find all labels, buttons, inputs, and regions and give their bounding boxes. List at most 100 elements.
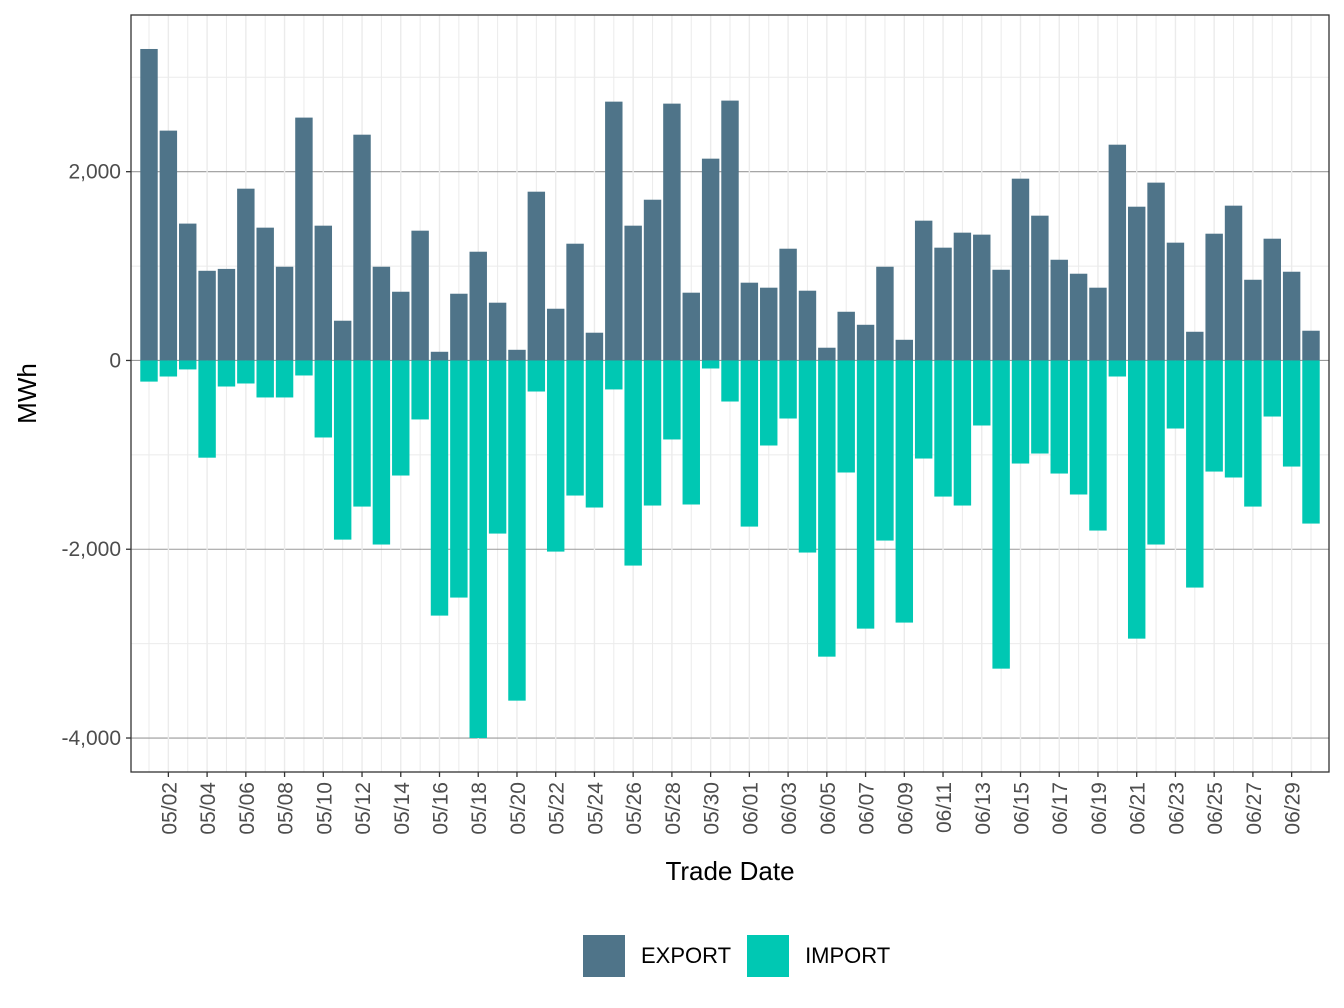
bar-export-05-13 bbox=[372, 266, 391, 361]
legend: EXPORT IMPORT bbox=[583, 935, 906, 977]
bar-import-05-10 bbox=[314, 360, 333, 438]
legend-item-import: IMPORT bbox=[747, 935, 890, 977]
bar-import-06-12 bbox=[953, 360, 972, 506]
bar-export-06-13 bbox=[973, 234, 991, 361]
bar-export-05-08 bbox=[275, 266, 294, 361]
bar-export-06-12 bbox=[953, 232, 972, 361]
bar-export-06-28 bbox=[1263, 238, 1281, 361]
bar-import-06-28 bbox=[1263, 360, 1281, 417]
bar-export-05-09 bbox=[295, 117, 313, 361]
bar-import-05-17 bbox=[450, 360, 468, 598]
bar-import-06-08 bbox=[876, 360, 894, 541]
x-tick-label: 06/09 bbox=[894, 782, 917, 835]
bar-export-06-07 bbox=[856, 324, 875, 361]
bar-export-05-11 bbox=[333, 320, 352, 361]
bar-export-06-26 bbox=[1224, 205, 1243, 361]
bar-import-06-04 bbox=[798, 360, 817, 553]
y-tick-label: -4,000 bbox=[61, 727, 121, 750]
x-tick-label: 05/16 bbox=[430, 782, 453, 835]
x-tick-label: 05/30 bbox=[701, 782, 724, 835]
legend-swatch-import bbox=[747, 935, 790, 977]
bar-import-06-22 bbox=[1147, 360, 1165, 545]
x-tick-label: 06/27 bbox=[1243, 782, 1266, 835]
bars bbox=[140, 48, 1320, 739]
bar-import-06-02 bbox=[760, 360, 778, 446]
bar-import-06-07 bbox=[856, 360, 875, 629]
x-tick-label: 05/26 bbox=[623, 782, 646, 835]
bar-export-05-03 bbox=[179, 223, 197, 361]
bar-export-05-29 bbox=[682, 292, 700, 361]
x-tick-label: 06/23 bbox=[1165, 782, 1188, 835]
bar-import-05-28 bbox=[663, 360, 681, 440]
bar-export-05-16 bbox=[430, 351, 449, 361]
bar-import-05-16 bbox=[430, 360, 449, 616]
bar-export-05-04 bbox=[198, 270, 216, 361]
bar-export-05-31 bbox=[721, 100, 739, 361]
x-axis: 05/02 05/04 05/06 05/08 05/10 05/12 05/14 05/16… bbox=[158, 772, 1305, 835]
bar-import-05-26 bbox=[624, 360, 642, 566]
bar-import-05-07 bbox=[256, 360, 274, 398]
bar-import-06-05 bbox=[818, 360, 836, 657]
bar-import-06-20 bbox=[1108, 360, 1127, 377]
bar-import-05-06 bbox=[237, 360, 255, 384]
x-tick-label: 06/15 bbox=[1011, 782, 1034, 835]
bar-import-06-14 bbox=[992, 360, 1010, 669]
x-tick-label: 06/07 bbox=[856, 782, 879, 835]
bar-import-06-15 bbox=[1011, 360, 1030, 464]
x-tick-label: 06/05 bbox=[817, 782, 840, 835]
x-tick-label: 06/17 bbox=[1049, 782, 1072, 835]
bar-import-05-01 bbox=[140, 360, 158, 382]
legend-label-export: EXPORT bbox=[641, 943, 732, 968]
x-tick-label: 05/20 bbox=[507, 782, 530, 835]
bar-export-06-05 bbox=[818, 347, 836, 361]
bar-import-05-14 bbox=[392, 360, 410, 476]
bar-export-05-26 bbox=[624, 225, 642, 361]
bar-export-06-01 bbox=[740, 282, 759, 361]
bar-export-06-24 bbox=[1186, 331, 1204, 361]
bar-import-05-12 bbox=[353, 360, 371, 507]
bar-export-06-02 bbox=[760, 287, 778, 361]
bar-export-05-23 bbox=[566, 243, 584, 361]
bar-import-05-18 bbox=[469, 360, 487, 739]
bar-export-05-21 bbox=[527, 191, 546, 361]
y-axis: -4,000 -2,000 0 2,000 bbox=[61, 161, 131, 750]
x-tick-label: 05/14 bbox=[391, 782, 414, 835]
y-tick-label: -2,000 bbox=[61, 538, 121, 561]
x-tick-label: 05/04 bbox=[197, 782, 220, 835]
x-tick-label: 05/22 bbox=[546, 782, 569, 835]
bar-export-05-27 bbox=[643, 199, 662, 361]
bar-import-06-17 bbox=[1050, 360, 1068, 474]
x-tick-label: 05/28 bbox=[662, 782, 685, 835]
y-axis-title: MWh bbox=[12, 363, 42, 424]
x-tick-label: 05/24 bbox=[584, 782, 607, 835]
bar-import-05-31 bbox=[721, 360, 739, 402]
bar-export-05-10 bbox=[314, 225, 333, 361]
bar-import-05-05 bbox=[217, 360, 236, 387]
bar-import-05-04 bbox=[198, 360, 216, 458]
bar-import-06-06 bbox=[837, 360, 855, 473]
bar-import-06-13 bbox=[973, 360, 991, 426]
bar-export-05-05 bbox=[217, 268, 236, 361]
bar-export-05-17 bbox=[450, 293, 468, 361]
x-tick-label: 06/21 bbox=[1127, 782, 1150, 835]
bar-export-06-11 bbox=[934, 247, 952, 361]
bar-export-05-01 bbox=[140, 48, 158, 361]
bar-export-05-07 bbox=[256, 227, 274, 361]
bar-import-05-02 bbox=[159, 360, 178, 377]
x-tick-label: 05/02 bbox=[158, 782, 181, 835]
bar-import-06-23 bbox=[1166, 360, 1185, 429]
bar-export-06-10 bbox=[914, 220, 933, 361]
plot-border bbox=[130, 14, 1330, 773]
bar-export-05-30 bbox=[701, 158, 720, 361]
bar-import-05-21 bbox=[527, 360, 546, 392]
bar-export-06-04 bbox=[798, 290, 817, 361]
bar-import-05-19 bbox=[488, 360, 507, 534]
bar-import-06-19 bbox=[1089, 360, 1107, 531]
bar-export-05-12 bbox=[353, 134, 371, 361]
bar-import-06-27 bbox=[1244, 360, 1262, 507]
bar-export-06-19 bbox=[1089, 287, 1107, 361]
bar-export-06-09 bbox=[895, 339, 914, 361]
x-tick-label: 06/13 bbox=[972, 782, 995, 835]
bar-export-06-06 bbox=[837, 311, 855, 361]
